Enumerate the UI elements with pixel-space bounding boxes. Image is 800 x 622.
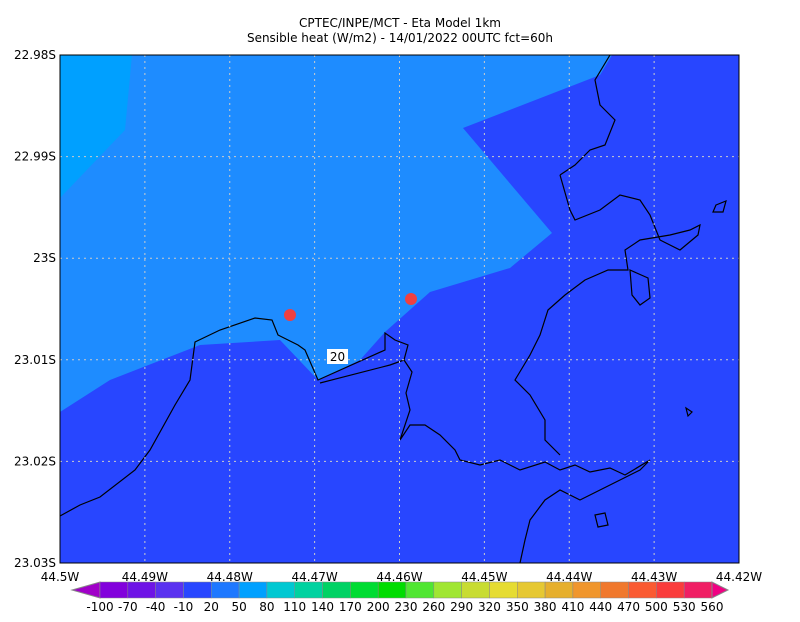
colorbar-label: 560	[701, 600, 724, 614]
colorbar-label: 230	[395, 600, 418, 614]
coastline	[59, 54, 727, 564]
grid	[60, 55, 739, 563]
lon-label: 44.5W	[41, 570, 80, 584]
lon-label: 44.49W	[122, 570, 168, 584]
lon-label: 44.44W	[546, 570, 592, 584]
lat-label: 22.99S	[14, 150, 56, 164]
lat-label: 23.02S	[14, 454, 56, 468]
field-region	[60, 55, 612, 412]
colorbar-label: 320	[478, 600, 501, 614]
colorbar-label: 200	[367, 600, 390, 614]
lon-label: 44.47W	[292, 570, 338, 584]
colorbar-segment	[461, 581, 490, 599]
colorbar-segment	[127, 581, 156, 599]
colorbar-label: 260	[422, 600, 445, 614]
lon-label: 44.43W	[631, 570, 677, 584]
lon-label: 44.45W	[461, 570, 507, 584]
title: CPTEC/INPE/MCT - Eta Model 1km	[299, 16, 501, 30]
colorbar-label: 50	[231, 600, 246, 614]
lat-label: 22.98S	[14, 48, 56, 62]
lon-label: 44.42W	[716, 570, 762, 584]
colorbar-segment	[99, 581, 129, 599]
marker	[405, 293, 417, 305]
colorbar-segment	[656, 581, 685, 599]
colorbar-label: 410	[561, 600, 584, 614]
colorbar-label: 350	[506, 600, 529, 614]
marker	[284, 309, 296, 321]
field-region	[60, 55, 132, 198]
colorbar-label: -70	[118, 600, 138, 614]
colorbar-segment	[572, 581, 601, 599]
colorbar-segment	[350, 581, 379, 599]
map-area: 20	[59, 54, 740, 564]
colorbar-label: 290	[450, 600, 473, 614]
colorbar-label: 140	[311, 600, 334, 614]
colorbar-segment	[600, 581, 629, 599]
colorbar-label: 170	[339, 600, 362, 614]
colorbar-segment	[211, 581, 240, 599]
colorbar-label: 80	[259, 600, 274, 614]
colorbar-label: 20	[204, 600, 219, 614]
colorbar-segment	[489, 581, 518, 599]
contour-label-box	[327, 349, 348, 364]
colorbar-segment	[377, 581, 407, 599]
subtitle: Sensible heat (W/m2) - 14/01/2022 00UTC …	[247, 31, 553, 45]
colorbar-label: -40	[146, 600, 166, 614]
colorbar-segment	[433, 581, 462, 599]
lat-label: 23.03S	[14, 556, 56, 570]
colorbar-segment	[294, 581, 323, 599]
colorbar-segment	[266, 581, 295, 599]
colorbar-segment	[628, 581, 657, 599]
colorbar-segment	[322, 581, 351, 599]
colorbar-segment	[683, 581, 713, 599]
colorbar-label: 380	[534, 600, 557, 614]
colorbar-segment	[405, 581, 435, 599]
colorbar-label: 470	[617, 600, 640, 614]
lon-label: 44.48W	[207, 570, 253, 584]
colorbar-segment	[155, 581, 184, 599]
colorbar-segment	[544, 581, 574, 599]
colorbar-label: 440	[589, 600, 612, 614]
colorbar-label: -10	[174, 600, 194, 614]
lon-label: 44.46W	[376, 570, 422, 584]
lat-label: 23S	[33, 251, 56, 265]
contour-label: 20	[330, 350, 345, 364]
lat-label: 23.01S	[14, 353, 56, 367]
colorbar-segment	[517, 581, 546, 599]
colorbar-segment	[238, 581, 268, 599]
colorbar-label: 530	[673, 600, 696, 614]
colorbar-label: -100	[86, 600, 113, 614]
map-frame	[59, 54, 740, 564]
colorbar-segment	[183, 581, 212, 599]
colorbar-arrow	[70, 581, 101, 599]
colorbar-label: 110	[283, 600, 306, 614]
colorbar-label: 500	[645, 600, 668, 614]
colorbar-arrow	[711, 581, 730, 599]
